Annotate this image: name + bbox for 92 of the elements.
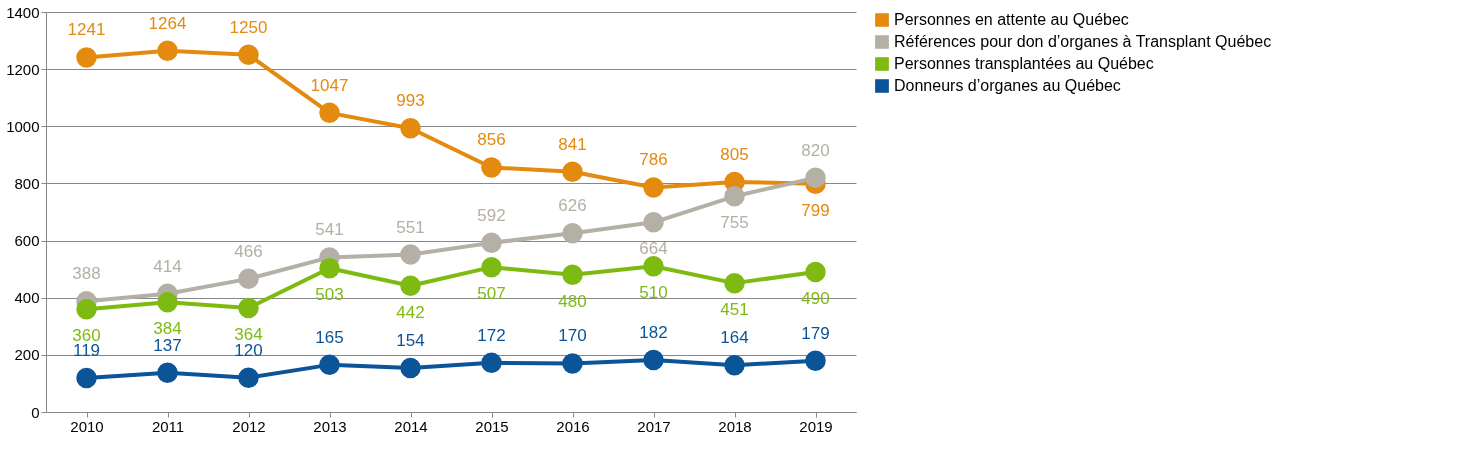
x-tick-label: 2014 — [394, 417, 428, 435]
point — [724, 354, 745, 376]
x-tick-label: 2018 — [718, 417, 752, 435]
point — [157, 292, 178, 313]
data-label: 799 — [801, 200, 830, 220]
data-label: 442 — [396, 302, 425, 322]
point — [724, 272, 745, 294]
y-tick-label: 400 — [14, 289, 40, 307]
data-label: 388 — [72, 264, 101, 284]
data-label: 1047 — [310, 75, 349, 95]
data-label: 841 — [558, 134, 587, 154]
point — [76, 298, 97, 320]
point — [400, 275, 421, 296]
point — [643, 256, 664, 277]
data-label: 551 — [396, 217, 425, 237]
data-label: 1241 — [67, 20, 106, 40]
point — [481, 157, 502, 178]
point — [643, 177, 664, 198]
legend-label: Personnes en attente au Québec — [894, 11, 1129, 28]
data-label: 170 — [558, 326, 587, 346]
point — [643, 349, 664, 371]
point — [400, 357, 421, 379]
point — [562, 161, 583, 182]
y-tick-label: 600 — [14, 232, 40, 250]
data-label: 507 — [477, 284, 506, 304]
legend-label: Personnes transplantées au Québec — [894, 55, 1154, 72]
point — [238, 367, 259, 388]
x-tick-label: 2013 — [313, 417, 347, 435]
point — [238, 44, 259, 66]
x-tick-label: 2016 — [556, 417, 590, 435]
data-label: 626 — [558, 196, 587, 216]
legend-label: Donneurs d’organes au Québec — [894, 77, 1121, 94]
point — [481, 256, 502, 278]
point — [400, 244, 421, 265]
point — [319, 354, 340, 376]
x-tick-label: 2015 — [475, 417, 509, 435]
y-tick-label: 800 — [14, 174, 40, 192]
point — [157, 40, 178, 62]
x-tick-label: 2011 — [151, 417, 185, 435]
point — [805, 350, 826, 372]
point — [319, 102, 340, 124]
data-label: 592 — [477, 205, 506, 225]
data-label: 786 — [639, 150, 668, 170]
data-label: 541 — [315, 220, 344, 240]
data-label: 805 — [720, 145, 749, 164]
y-tick-label: 200 — [14, 346, 40, 364]
data-label: 1250 — [229, 17, 268, 37]
data-label: 414 — [153, 256, 182, 276]
data-label: 490 — [801, 289, 830, 308]
data-label: 1264 — [148, 13, 187, 33]
point — [805, 261, 826, 283]
data-label: 182 — [639, 323, 668, 342]
data-label: 755 — [720, 213, 749, 233]
data-label: 480 — [558, 291, 587, 311]
data-label: 993 — [396, 91, 425, 111]
point — [724, 186, 745, 207]
data-label: 510 — [639, 283, 668, 303]
point — [157, 362, 178, 384]
point — [319, 258, 340, 279]
data-label: 119 — [72, 341, 101, 360]
data-label: 664 — [639, 239, 668, 259]
data-label: 154 — [396, 331, 425, 350]
y-tick-label: 0 — [31, 403, 40, 421]
x-tick-label: 2017 — [637, 417, 671, 435]
point — [481, 232, 502, 254]
data-label: 179 — [801, 323, 830, 343]
point — [400, 118, 421, 139]
y-tick-label: 1400 — [6, 3, 40, 21]
point — [805, 167, 826, 188]
data-label: 172 — [477, 325, 506, 345]
point — [238, 268, 259, 290]
y-tick-label: 1000 — [6, 117, 40, 135]
data-label: 466 — [234, 241, 263, 261]
y-tick-label: 1200 — [6, 60, 40, 78]
point — [481, 352, 502, 374]
point — [76, 47, 97, 68]
point — [562, 264, 583, 286]
data-label: 820 — [801, 140, 830, 160]
point — [643, 212, 664, 233]
x-tick-label: 2012 — [232, 417, 266, 435]
legend-label: Références pour don d’organes à Transplant Québec — [894, 33, 1272, 50]
point — [76, 367, 97, 389]
point — [562, 353, 583, 374]
x-tick-label: 2010 — [70, 417, 104, 435]
x-tick-label: 2019 — [799, 417, 833, 435]
data-label: 164 — [720, 328, 749, 348]
point — [562, 222, 583, 244]
data-label: 451 — [720, 300, 749, 320]
data-label: 503 — [315, 285, 344, 305]
point — [238, 297, 259, 319]
data-label: 856 — [477, 130, 506, 150]
data-label: 165 — [315, 327, 344, 347]
